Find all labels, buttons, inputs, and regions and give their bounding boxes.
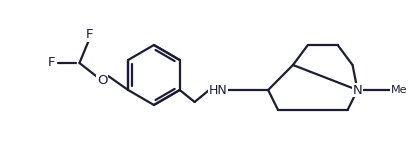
Text: N: N	[353, 84, 362, 96]
Text: F: F	[85, 28, 93, 42]
Text: Me: Me	[391, 85, 407, 95]
Text: O: O	[97, 74, 108, 87]
Text: HN: HN	[209, 84, 228, 96]
Text: F: F	[48, 57, 55, 69]
